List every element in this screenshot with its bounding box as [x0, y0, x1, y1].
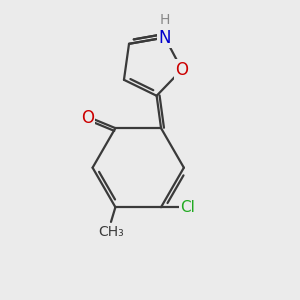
Text: O: O: [81, 109, 94, 127]
Text: CH₃: CH₃: [98, 225, 124, 239]
Text: H: H: [160, 13, 170, 27]
Text: O: O: [176, 61, 188, 79]
Text: Cl: Cl: [180, 200, 195, 215]
Text: N: N: [159, 28, 171, 46]
